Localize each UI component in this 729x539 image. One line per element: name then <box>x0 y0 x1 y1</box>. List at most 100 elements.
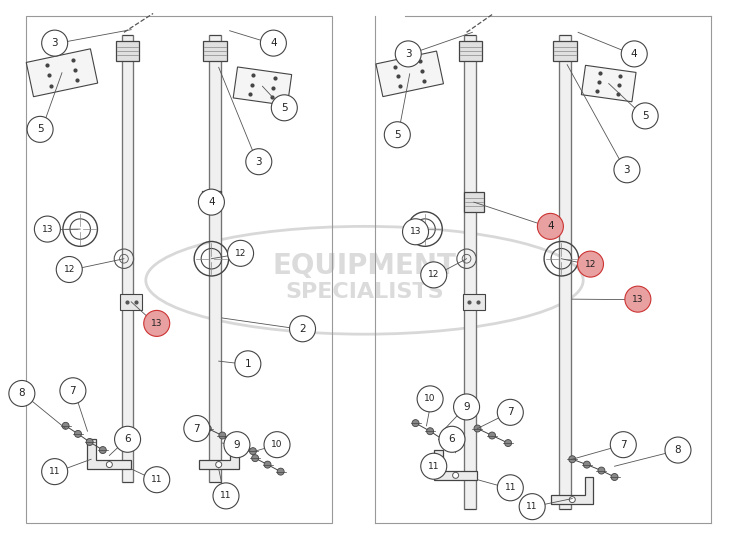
Bar <box>26 16 332 523</box>
Circle shape <box>27 116 53 142</box>
Text: 11: 11 <box>526 502 538 511</box>
Polygon shape <box>233 67 292 106</box>
Circle shape <box>504 440 512 446</box>
Text: 3: 3 <box>51 38 58 48</box>
Circle shape <box>452 444 459 451</box>
Circle shape <box>42 30 68 56</box>
Text: 7: 7 <box>620 440 627 450</box>
Text: 6: 6 <box>448 434 456 444</box>
Circle shape <box>252 455 259 461</box>
Circle shape <box>632 103 658 129</box>
Polygon shape <box>376 51 443 96</box>
Circle shape <box>99 447 106 453</box>
Circle shape <box>271 95 297 121</box>
Circle shape <box>384 122 410 148</box>
Circle shape <box>144 467 170 493</box>
Circle shape <box>249 448 257 454</box>
Text: EQUIPMENT: EQUIPMENT <box>273 252 456 280</box>
Text: 7: 7 <box>69 386 77 396</box>
Text: 12: 12 <box>585 260 596 268</box>
Bar <box>459 41 482 61</box>
Circle shape <box>235 351 261 377</box>
Text: 13: 13 <box>151 319 163 328</box>
Circle shape <box>86 439 93 445</box>
Bar <box>202 191 220 208</box>
Bar <box>120 294 142 310</box>
Circle shape <box>417 386 443 412</box>
Circle shape <box>42 459 68 485</box>
Polygon shape <box>198 442 238 469</box>
Circle shape <box>216 461 222 467</box>
Text: 5: 5 <box>642 111 649 121</box>
Text: 11: 11 <box>428 462 440 471</box>
Circle shape <box>611 474 618 480</box>
Text: 9: 9 <box>233 440 241 450</box>
Circle shape <box>412 420 419 426</box>
Bar <box>464 35 476 509</box>
Text: 10: 10 <box>271 440 283 449</box>
Bar <box>464 192 484 212</box>
Circle shape <box>569 496 575 502</box>
Circle shape <box>74 431 82 437</box>
Circle shape <box>439 426 465 452</box>
Polygon shape <box>87 439 131 469</box>
Circle shape <box>583 461 590 468</box>
Circle shape <box>488 432 496 439</box>
Text: 11: 11 <box>504 483 516 492</box>
Text: 11: 11 <box>220 492 232 500</box>
Text: 12: 12 <box>235 249 246 258</box>
Circle shape <box>421 262 447 288</box>
Circle shape <box>56 257 82 282</box>
Text: 4: 4 <box>208 197 215 207</box>
Text: 2: 2 <box>299 324 306 334</box>
Text: 7: 7 <box>193 424 200 433</box>
Text: 11: 11 <box>151 475 163 484</box>
Circle shape <box>474 425 481 432</box>
Text: 9: 9 <box>463 402 470 412</box>
Circle shape <box>598 467 605 474</box>
Text: 5: 5 <box>281 103 288 113</box>
Circle shape <box>625 286 651 312</box>
Circle shape <box>453 394 480 420</box>
Circle shape <box>246 149 272 175</box>
Circle shape <box>198 189 225 215</box>
Circle shape <box>264 432 290 458</box>
Circle shape <box>184 416 210 441</box>
Circle shape <box>60 378 86 404</box>
Circle shape <box>665 437 691 463</box>
Circle shape <box>289 316 316 342</box>
Polygon shape <box>582 65 636 102</box>
Polygon shape <box>551 477 593 504</box>
Bar <box>203 41 227 61</box>
Circle shape <box>402 219 429 245</box>
Circle shape <box>421 453 447 479</box>
Bar <box>463 294 485 310</box>
Circle shape <box>569 456 576 462</box>
Circle shape <box>614 157 640 183</box>
Text: 8: 8 <box>18 389 26 398</box>
Text: 5: 5 <box>394 130 401 140</box>
Circle shape <box>537 213 564 239</box>
Text: 13: 13 <box>410 227 421 236</box>
Circle shape <box>395 41 421 67</box>
Circle shape <box>144 310 170 336</box>
Circle shape <box>426 428 434 434</box>
Text: 6: 6 <box>124 434 131 444</box>
Text: 4: 4 <box>547 222 554 231</box>
Circle shape <box>577 251 604 277</box>
Circle shape <box>213 483 239 509</box>
Circle shape <box>34 216 61 242</box>
Circle shape <box>519 494 545 520</box>
Text: 13: 13 <box>42 225 53 233</box>
Text: 13: 13 <box>632 295 644 303</box>
Bar <box>553 41 577 61</box>
Text: 3: 3 <box>405 49 412 59</box>
Text: 12: 12 <box>63 265 75 274</box>
Circle shape <box>277 468 284 475</box>
Circle shape <box>497 475 523 501</box>
Polygon shape <box>434 450 477 480</box>
Circle shape <box>114 426 141 452</box>
Circle shape <box>235 440 242 446</box>
Text: 12: 12 <box>428 271 440 279</box>
Text: 3: 3 <box>255 157 262 167</box>
